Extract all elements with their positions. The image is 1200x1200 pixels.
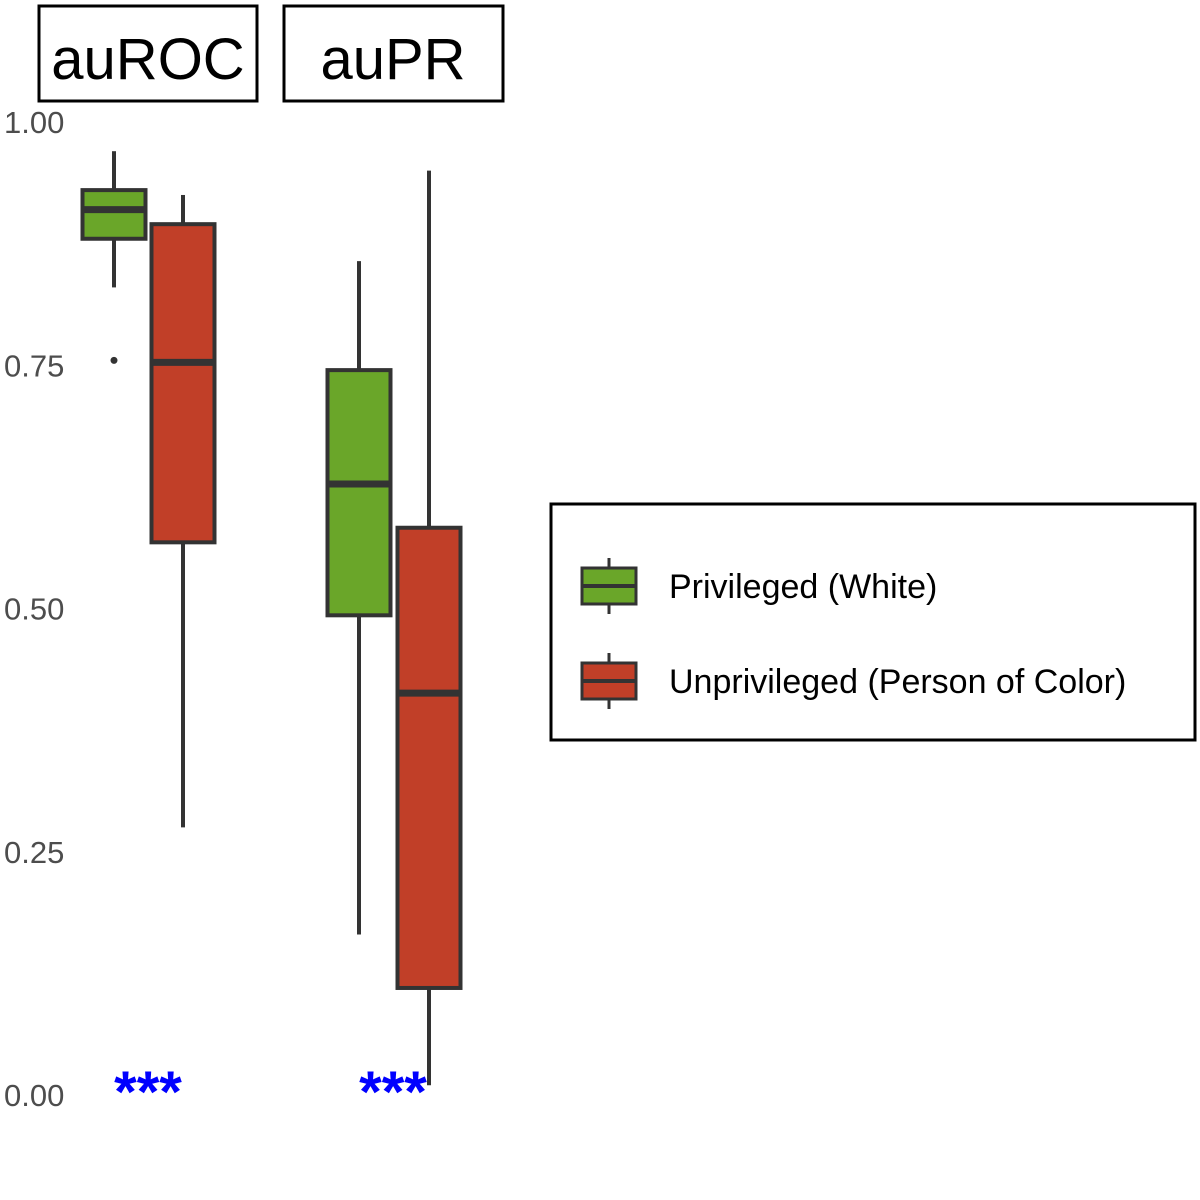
box-aupr-unprivileged [395,170,463,1086]
box-iqr [149,222,217,545]
y-tick-label: 0.25 [4,835,64,870]
facet-strip-box [37,4,259,103]
legend-label: Unprivileged (Person of Color) [669,663,1126,701]
legend-key [580,653,638,709]
box-series [80,151,463,1086]
legend: Privileged (White) Unprivileged (Person o… [549,502,1197,742]
y-tick-label: 0.00 [4,1078,64,1113]
box-iqr [325,368,393,618]
y-tick-label: 0.50 [4,592,64,627]
outlier-point [110,356,118,364]
box-iqr [395,525,463,990]
facet-strip-label: auPR [320,27,465,92]
y-tick-label: 0.75 [4,348,64,383]
significance-marker: *** [114,1060,182,1125]
facet-strip-label: auROC [51,27,244,92]
box-auroc-unprivileged [149,194,217,828]
legend-key [580,558,638,614]
significance-marker: *** [359,1060,427,1125]
legend-label: Privileged (White) [669,568,937,606]
y-axis: 0.00 0.25 0.50 0.75 1.00 [4,105,64,1113]
legend-box [549,502,1197,742]
facet-strip-box [282,4,505,103]
y-tick-label: 1.00 [4,105,64,140]
significance-annotations: *** *** [114,1060,427,1125]
box-aupr-privileged [325,261,393,935]
box-auroc-privileged [80,151,148,364]
facet-strips: auROC auPR [37,4,505,103]
box-iqr [80,188,148,241]
